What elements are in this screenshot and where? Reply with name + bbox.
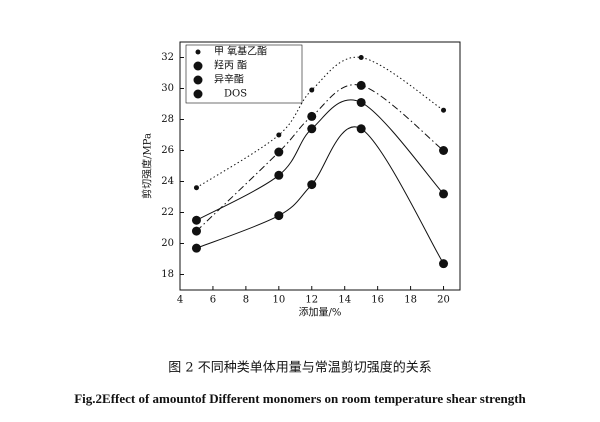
x-tick-label: 4 <box>177 295 183 306</box>
data-point <box>356 80 366 90</box>
data-point <box>439 146 449 155</box>
x-tick-label: 16 <box>371 295 384 306</box>
x-tick-label: 20 <box>437 295 450 306</box>
series-line <box>196 56 444 189</box>
legend-label: 甲 氧基乙酯 <box>214 45 267 58</box>
x-tick-label: 10 <box>272 295 285 306</box>
y-tick-label: 20 <box>161 238 174 249</box>
data-point <box>356 97 366 107</box>
data-point <box>193 185 199 191</box>
data-point <box>191 226 201 236</box>
legend-marker <box>195 49 201 55</box>
x-tick-label: 12 <box>305 295 318 306</box>
y-tick-label: 18 <box>161 269 174 280</box>
data-point <box>274 147 284 157</box>
data-point <box>309 87 315 93</box>
data-point <box>356 124 366 134</box>
series-line <box>196 99 444 221</box>
x-axis-label: 添加量/% <box>299 306 342 319</box>
y-axis-label: 剪切强度/MPa <box>141 133 154 199</box>
data-point <box>274 211 284 221</box>
legend-marker <box>193 89 203 99</box>
data-point <box>307 124 317 134</box>
x-tick-label: 6 <box>210 295 216 306</box>
caption-en: Fig.2Effect of amountof Different monome… <box>74 391 526 406</box>
y-tick-label: 28 <box>161 114 174 125</box>
data-point <box>276 132 282 138</box>
legend-marker <box>193 75 203 85</box>
data-point <box>439 189 449 199</box>
x-tick-label: 8 <box>243 295 249 306</box>
series-line <box>196 84 444 232</box>
data-point <box>441 107 447 113</box>
data-point <box>307 180 317 190</box>
data-point <box>439 259 449 269</box>
data-point <box>191 243 201 253</box>
series-line <box>196 126 444 264</box>
data-point <box>191 215 201 225</box>
y-tick-label: 22 <box>161 207 174 218</box>
caption: 图 2 不同种类单体用量与常温剪切强度的关系 <box>168 360 432 376</box>
data-point <box>358 55 364 60</box>
data-point <box>274 170 284 180</box>
y-tick-label: 32 <box>161 52 174 63</box>
y-tick-label: 24 <box>161 176 174 187</box>
y-tick-label: 30 <box>161 83 174 94</box>
x-tick-label: 14 <box>338 295 351 306</box>
legend-marker <box>193 61 203 71</box>
legend-label: 异辛酯 <box>214 73 244 86</box>
x-tick-label: 18 <box>404 295 417 306</box>
plot-frame <box>179 41 461 291</box>
legend-label: DOS <box>224 89 247 100</box>
y-tick-label: 26 <box>161 145 174 156</box>
legend-label: 羟丙 酯 <box>214 59 247 72</box>
legend-frame <box>185 44 303 104</box>
data-point <box>307 111 317 121</box>
